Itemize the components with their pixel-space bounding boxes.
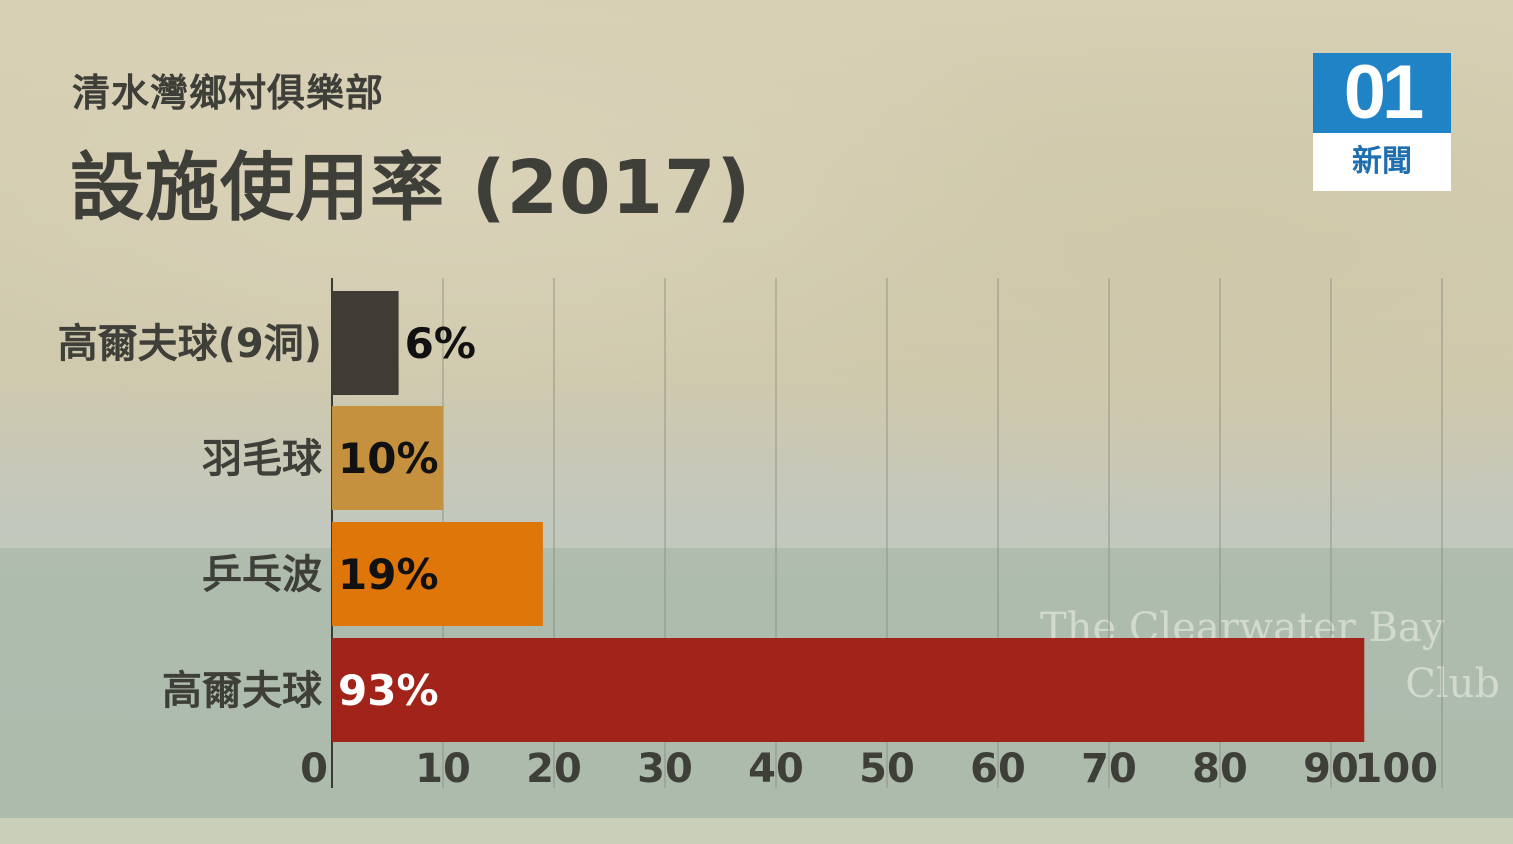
x-tick-label: 50 — [859, 746, 915, 792]
chart-subtitle: 清水灣鄉村俱樂部 — [72, 71, 385, 115]
bar — [332, 638, 1365, 742]
logo-name: 新聞 — [1352, 144, 1412, 179]
category-label: 羽毛球 — [202, 436, 323, 482]
bar — [332, 291, 399, 395]
bar — [332, 406, 443, 510]
x-tick-label: 60 — [970, 746, 1026, 792]
x-tick-label: 40 — [748, 746, 804, 792]
x-tick-label: 10 — [415, 746, 471, 792]
logo-mark: 01 — [1313, 53, 1451, 133]
brand-logo: 01 新聞 — [1313, 53, 1451, 191]
data-label: 93% — [338, 666, 439, 715]
x-tick-label: 0 — [300, 746, 328, 792]
x-tick-label: 80 — [1192, 746, 1248, 792]
category-label: 乒乓波 — [202, 552, 322, 598]
data-label: 19% — [338, 550, 439, 599]
background-banner-line: Club — [1405, 661, 1500, 707]
x-tick-label: 30 — [637, 746, 693, 792]
data-label: 10% — [338, 434, 439, 483]
x-tick-label: 70 — [1081, 746, 1137, 792]
x-tick-label: 100 — [1355, 746, 1439, 792]
bar — [332, 522, 543, 626]
chart-title: 設施使用率 (2017) — [70, 145, 752, 231]
x-tick-label: 90 — [1303, 746, 1359, 792]
x-tick-label: 20 — [526, 746, 582, 792]
category-label: 高爾夫球 — [162, 668, 323, 714]
category-label: 高爾夫球(9洞) — [58, 321, 322, 367]
background-ground — [0, 818, 1513, 844]
data-label: 6% — [405, 319, 476, 368]
